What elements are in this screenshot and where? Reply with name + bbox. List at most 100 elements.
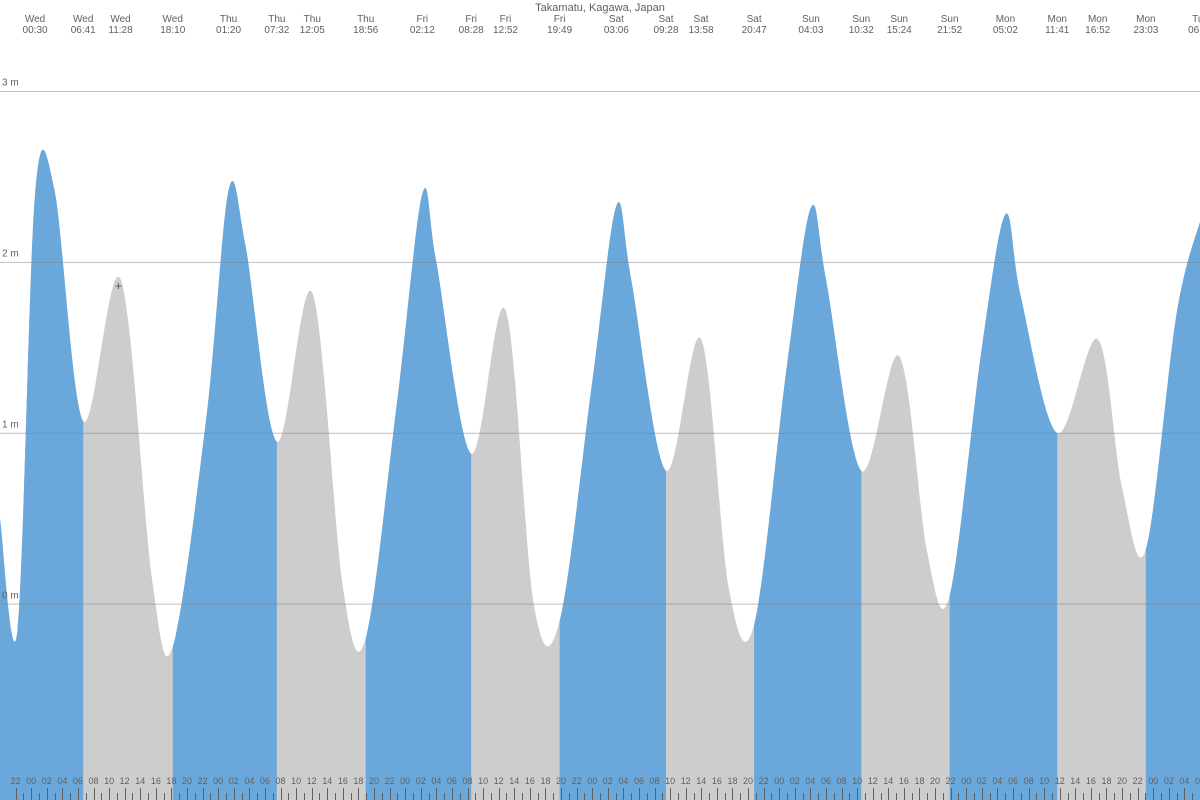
tick-major — [234, 788, 235, 800]
tick-major — [655, 788, 656, 800]
hour-label: 02 — [229, 776, 239, 786]
tick-major — [405, 788, 406, 800]
tick-major — [483, 788, 484, 800]
hour-label: 00 — [774, 776, 784, 786]
tick-major — [343, 788, 344, 800]
tick-minor — [553, 793, 554, 800]
tick-minor — [865, 793, 866, 800]
tick-minor — [803, 793, 804, 800]
hour-label: 06 — [73, 776, 83, 786]
tick-major — [982, 788, 983, 800]
tick-minor — [1036, 793, 1037, 800]
hour-label: 22 — [385, 776, 395, 786]
tick-major — [1153, 788, 1154, 800]
hour-label: 10 — [1039, 776, 1049, 786]
hour-label: 14 — [322, 776, 332, 786]
tick-minor — [725, 793, 726, 800]
hour-label: 16 — [338, 776, 348, 786]
tick-minor — [647, 793, 648, 800]
tick-minor — [164, 793, 165, 800]
tick-major — [78, 788, 79, 800]
tick-major — [639, 788, 640, 800]
tick-major — [312, 788, 313, 800]
tick-minor — [1130, 793, 1131, 800]
hour-label: 22 — [946, 776, 956, 786]
tick-minor — [584, 793, 585, 800]
tick-major — [810, 788, 811, 800]
tick-minor — [304, 793, 305, 800]
hour-label: 04 — [57, 776, 67, 786]
hour-label: 04 — [618, 776, 628, 786]
hour-label: 16 — [712, 776, 722, 786]
tick-major — [140, 788, 141, 800]
tick-major — [296, 788, 297, 800]
tick-minor — [1177, 793, 1178, 800]
hour-label: 02 — [603, 776, 613, 786]
tick-major — [764, 788, 765, 800]
hour-label: 06 — [447, 776, 457, 786]
tick-major — [935, 788, 936, 800]
tick-major — [779, 788, 780, 800]
hour-label: 10 — [665, 776, 675, 786]
tick-minor — [569, 793, 570, 800]
tick-minor — [288, 793, 289, 800]
tick-minor — [849, 793, 850, 800]
tick-major — [1138, 788, 1139, 800]
tick-minor — [756, 793, 757, 800]
tick-major — [561, 788, 562, 800]
tick-minor — [210, 793, 211, 800]
hour-label: 22 — [11, 776, 21, 786]
hour-label: 20 — [556, 776, 566, 786]
hour-label: 20 — [930, 776, 940, 786]
tick-minor — [86, 793, 87, 800]
hour-label: 02 — [42, 776, 52, 786]
tick-major — [249, 788, 250, 800]
tick-major — [717, 788, 718, 800]
tick-major — [623, 788, 624, 800]
tick-major — [31, 788, 32, 800]
hour-label: 02 — [416, 776, 426, 786]
tick-minor — [39, 793, 40, 800]
tick-minor — [990, 793, 991, 800]
hour-label: 14 — [883, 776, 893, 786]
y-axis-label: 0 m — [2, 591, 19, 602]
tick-minor — [70, 793, 71, 800]
hour-label: 12 — [1055, 776, 1065, 786]
tick-major — [857, 788, 858, 800]
hour-label: 02 — [977, 776, 987, 786]
tick-minor — [475, 793, 476, 800]
tick-minor — [538, 793, 539, 800]
tick-major — [795, 788, 796, 800]
hour-label: 04 — [992, 776, 1002, 786]
tick-minor — [912, 793, 913, 800]
tick-major — [545, 788, 546, 800]
tick-minor — [1068, 793, 1069, 800]
tick-minor — [179, 793, 180, 800]
tick-minor — [366, 793, 367, 800]
hour-label: 02 — [1164, 776, 1174, 786]
tick-minor — [662, 793, 663, 800]
tick-major — [203, 788, 204, 800]
tick-minor — [1052, 793, 1053, 800]
hour-label: 08 — [837, 776, 847, 786]
tick-major — [125, 788, 126, 800]
hour-label: 08 — [1024, 776, 1034, 786]
tick-minor — [818, 793, 819, 800]
tide-chart — [0, 0, 1200, 800]
tick-major — [468, 788, 469, 800]
bottom-ticks — [0, 788, 1200, 800]
tick-minor — [23, 793, 24, 800]
tick-minor — [974, 793, 975, 800]
tick-minor — [694, 793, 695, 800]
hour-label: 02 — [790, 776, 800, 786]
tick-minor — [1099, 793, 1100, 800]
hour-label: 10 — [852, 776, 862, 786]
hour-label: 04 — [431, 776, 441, 786]
tick-major — [47, 788, 48, 800]
tick-major — [966, 788, 967, 800]
tick-major — [62, 788, 63, 800]
hour-label: 08 — [276, 776, 286, 786]
hour-label: 22 — [1133, 776, 1143, 786]
hour-label: 16 — [151, 776, 161, 786]
tick-major — [390, 788, 391, 800]
